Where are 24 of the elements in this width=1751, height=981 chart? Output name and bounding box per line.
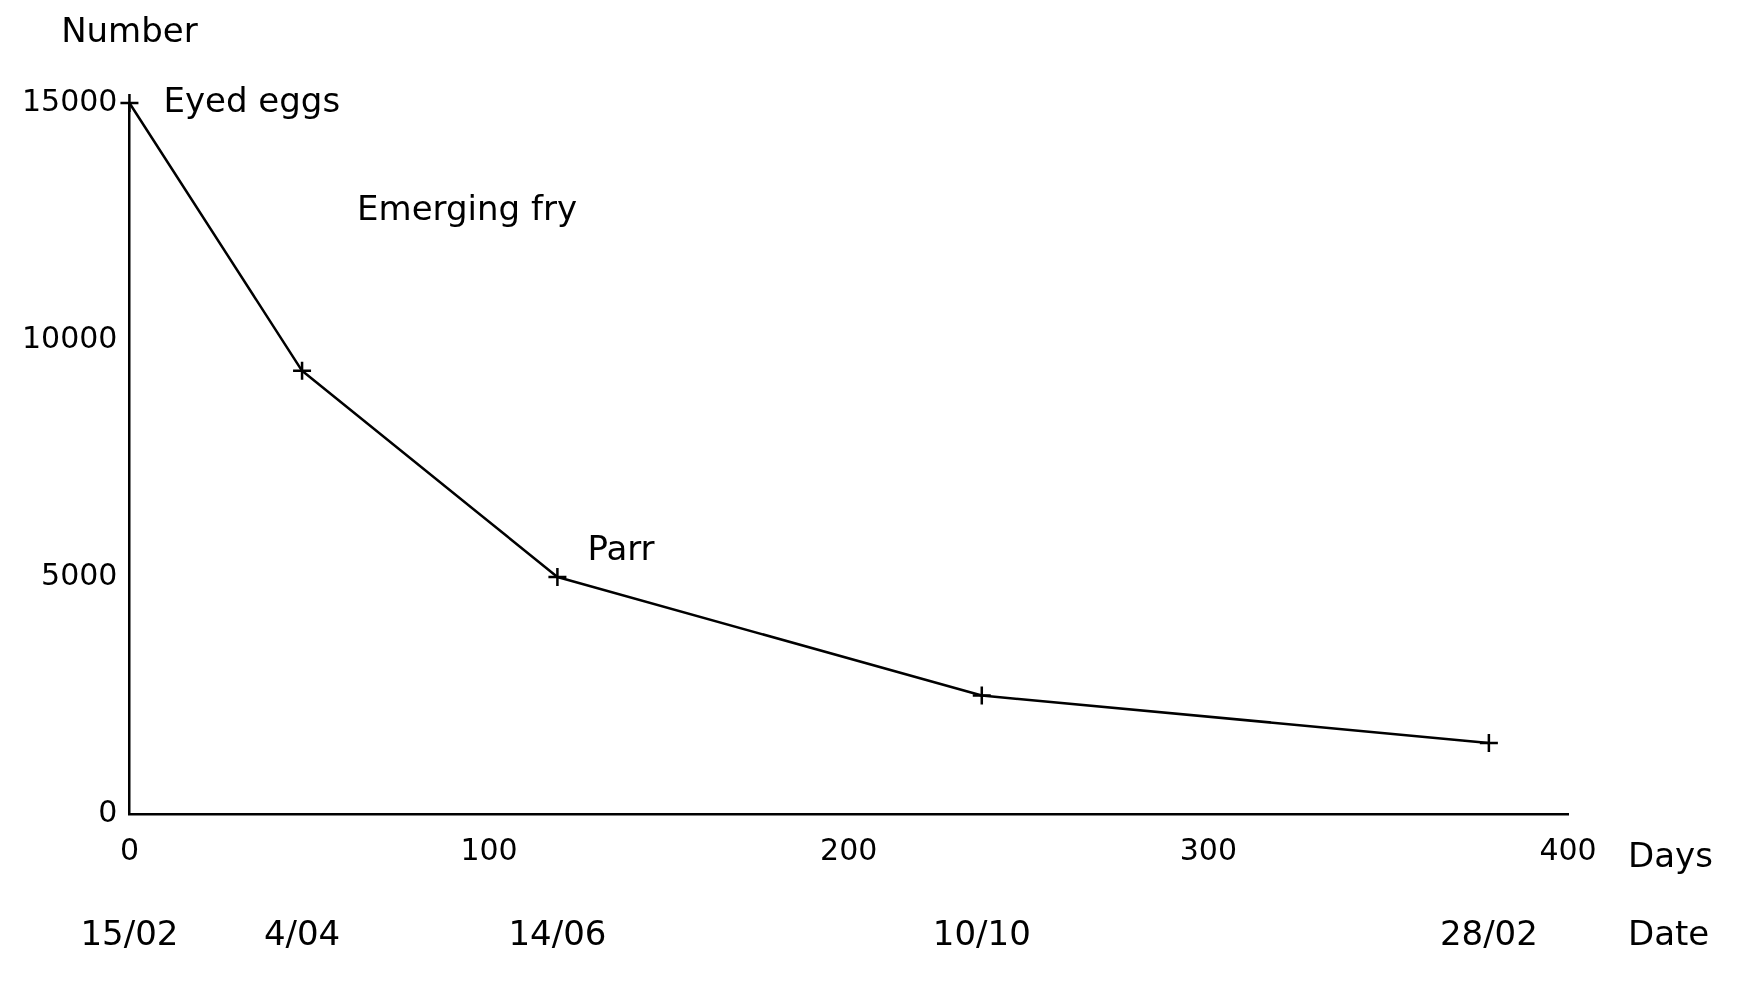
- annotation: Emerging fry: [357, 187, 577, 228]
- y-tick-label: 0: [98, 793, 118, 829]
- point: [547, 566, 568, 588]
- point: [119, 92, 140, 114]
- x-tick-label: 200: [820, 831, 878, 867]
- y-axis-title: Number: [61, 9, 198, 50]
- annotation: Eyed eggs: [163, 79, 341, 120]
- annotation: Parr: [587, 527, 655, 568]
- y-tick-label: 5000: [41, 556, 118, 592]
- point: [291, 360, 313, 382]
- point: [1478, 732, 1500, 754]
- y-tick-label: 15000: [22, 82, 118, 118]
- x2-axis-title: Date: [1628, 912, 1710, 953]
- x-tick-label: 400: [1539, 831, 1597, 867]
- point: [971, 685, 993, 706]
- x-tick-label: 100: [460, 831, 518, 867]
- text: 14/06: [508, 912, 607, 953]
- text: 28/02: [1439, 912, 1538, 953]
- x-axis-title: Days: [1628, 834, 1713, 875]
- x-tick-label: 300: [1179, 831, 1237, 867]
- text: 10/10: [932, 912, 1031, 953]
- y-tick-label: 10000: [22, 319, 118, 355]
- text: 15/02: [80, 912, 179, 953]
- text: 4/04: [263, 912, 341, 953]
